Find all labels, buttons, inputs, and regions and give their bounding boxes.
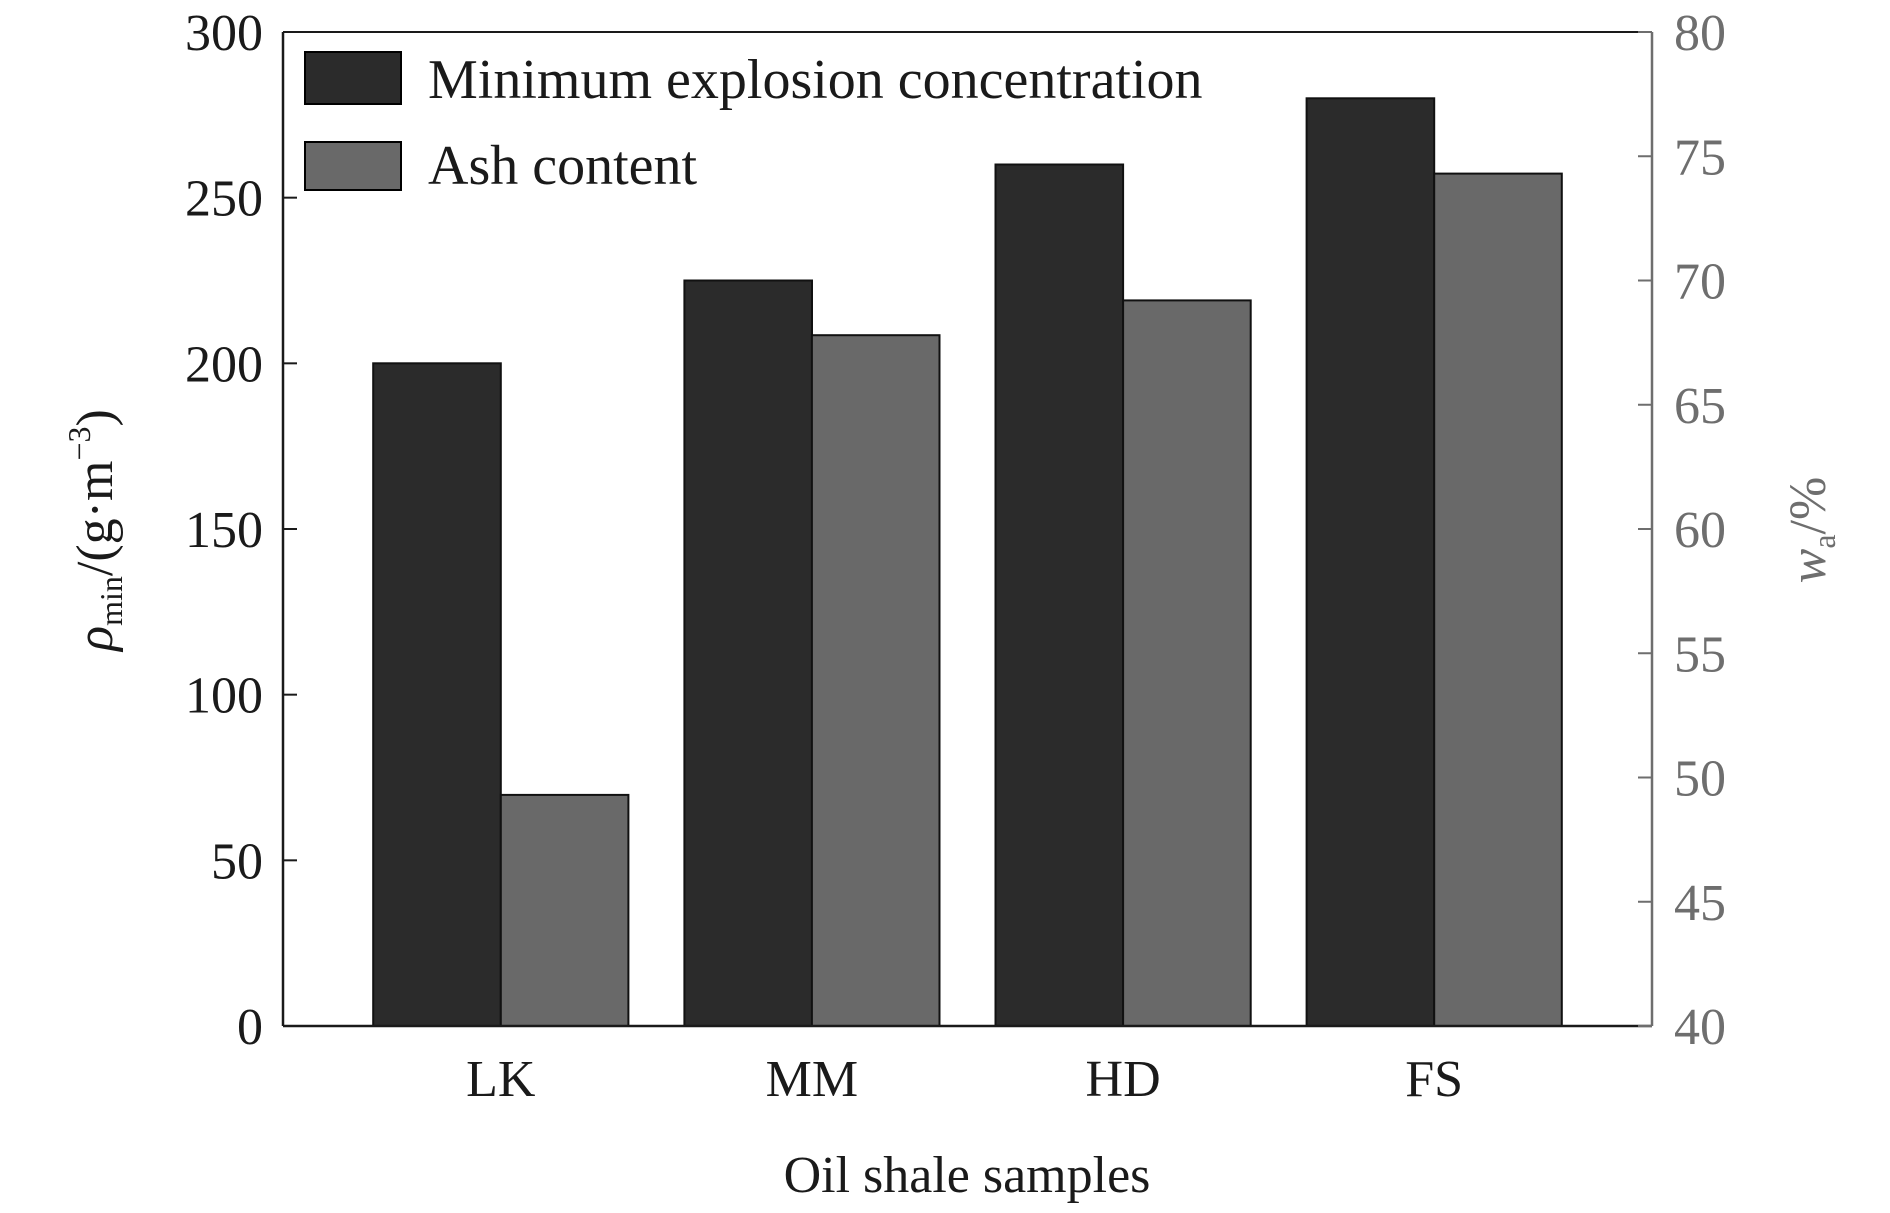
right-axis-symbol: w xyxy=(1780,548,1837,583)
left-tick-label-100: 100 xyxy=(185,668,263,725)
right-axis-title: wa/% xyxy=(1780,477,1842,584)
legend: Minimum explosion concentration Ash cont… xyxy=(304,49,1203,197)
x-tick-label-mm: MM xyxy=(766,1051,858,1108)
x-tick-label-fs: FS xyxy=(1405,1051,1463,1108)
right-axis-unit: /% xyxy=(1780,477,1837,535)
bar-ash-content-hd xyxy=(1122,299,1252,1027)
right-tick-label-70: 70 xyxy=(1674,254,1726,311)
bars-group xyxy=(372,97,1563,1028)
bar-ash-content-fs xyxy=(1433,172,1563,1028)
right-tick-label-45: 45 xyxy=(1674,875,1726,932)
right-tick-label-50: 50 xyxy=(1674,751,1726,808)
left-axis-title: ρmin/(g·m−3) xyxy=(61,409,129,653)
bar-minimum-explosion-concentration-fs xyxy=(1305,97,1436,1028)
legend-label-minimum-explosion-concentration: Minimum explosion concentration xyxy=(428,49,1203,111)
bar-minimum-explosion-concentration-hd xyxy=(994,163,1125,1027)
left-axis-unit-close: ) xyxy=(67,409,124,426)
left-axis-ticks: 0 50 100 150 200 250 300 xyxy=(185,5,297,1056)
left-tick-label-150: 150 xyxy=(185,502,263,559)
bar-ash-content-lk xyxy=(499,793,630,1028)
left-tick-label-50: 50 xyxy=(211,833,263,890)
left-tick-label-200: 200 xyxy=(185,336,263,393)
x-axis-title: Oil shale samples xyxy=(784,1147,1151,1204)
right-tick-label-55: 55 xyxy=(1674,626,1726,683)
right-tick-label-80: 80 xyxy=(1674,5,1726,62)
right-tick-label-60: 60 xyxy=(1674,502,1726,559)
right-tick-label-75: 75 xyxy=(1674,129,1726,186)
left-tick-label-0: 0 xyxy=(237,999,263,1056)
legend-swatch-ash-content xyxy=(304,141,402,191)
x-tick-label-hd: HD xyxy=(1086,1051,1161,1108)
right-tick-label-65: 65 xyxy=(1674,378,1726,435)
legend-swatch-minimum-explosion-concentration xyxy=(304,51,402,105)
x-axis-ticks: LK MM HD FS xyxy=(466,1051,1463,1108)
left-tick-label-300: 300 xyxy=(185,5,263,62)
left-axis-subscript: min xyxy=(93,576,129,626)
bar-minimum-explosion-concentration-lk xyxy=(372,362,502,1027)
right-axis-ticks: 40 45 50 55 60 65 70 75 80 xyxy=(1638,5,1726,1056)
left-axis-unit: /(g·m xyxy=(67,461,124,577)
x-tick-label-lk: LK xyxy=(466,1051,536,1108)
bar-minimum-explosion-concentration-mm xyxy=(683,279,814,1027)
legend-label-ash-content: Ash content xyxy=(428,135,698,197)
left-axis-symbol: ρ xyxy=(67,626,124,653)
right-tick-label-40: 40 xyxy=(1674,999,1726,1056)
bar-ash-content-mm xyxy=(810,334,941,1027)
left-axis-unit-exponent: −3 xyxy=(61,427,97,461)
left-tick-label-250: 250 xyxy=(185,171,263,228)
right-axis-subscript: a xyxy=(1806,534,1842,548)
